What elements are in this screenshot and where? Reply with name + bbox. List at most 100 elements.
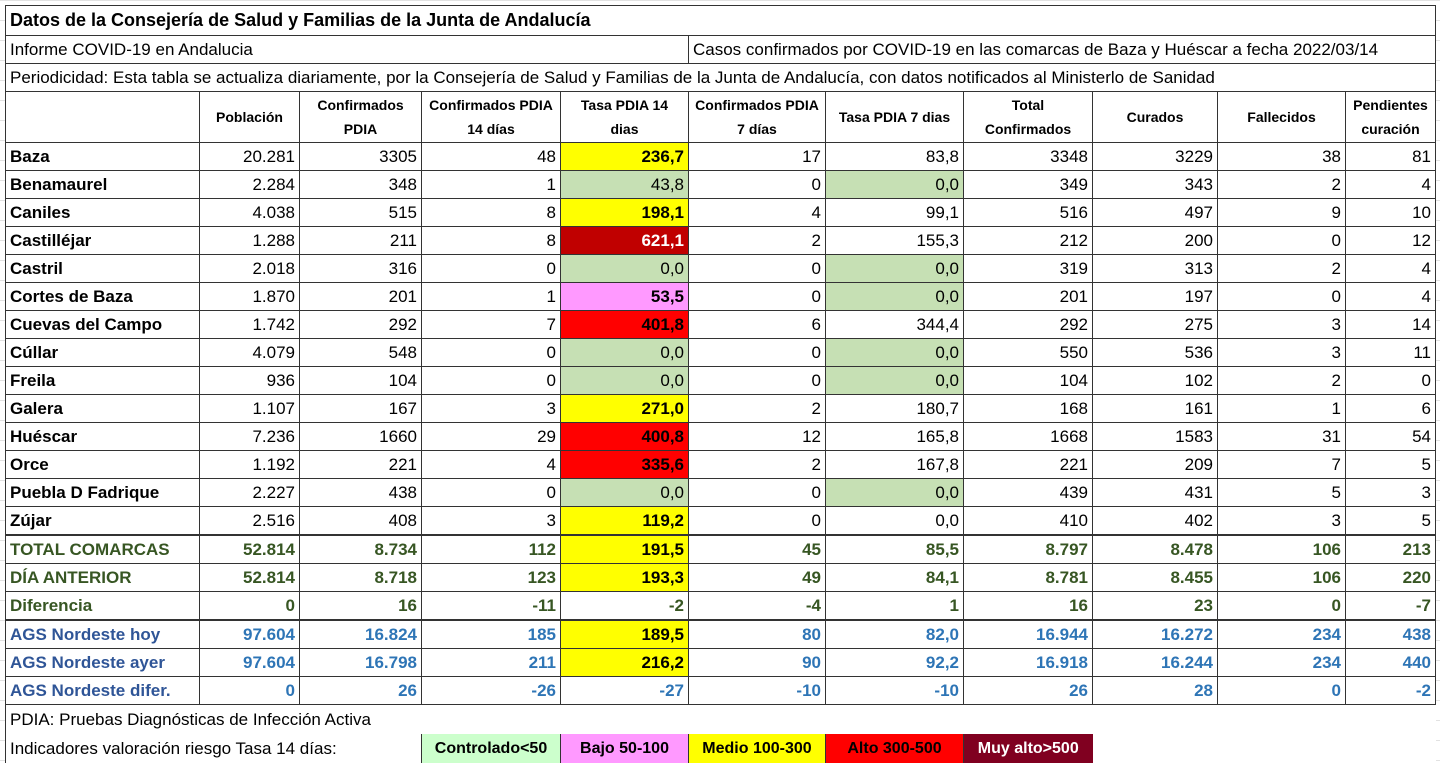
table-cell[interactable]: 438	[299, 478, 422, 507]
table-cell[interactable]: 14	[1345, 310, 1436, 339]
table-cell[interactable]: 516	[963, 198, 1093, 227]
table-cell[interactable]: 2.284	[199, 170, 300, 199]
table-cell[interactable]: 43,8	[560, 170, 689, 199]
municipality-name[interactable]: Baza	[5, 142, 200, 171]
table-cell[interactable]: 0,0	[825, 254, 964, 283]
table-cell[interactable]: 0	[421, 478, 561, 507]
table-cell[interactable]: 28	[1092, 676, 1218, 705]
table-cell[interactable]: 408	[299, 506, 422, 536]
table-cell[interactable]: 236,7	[560, 142, 689, 171]
table-cell[interactable]: 193,3	[560, 563, 689, 592]
table-cell[interactable]: 4	[1345, 282, 1436, 311]
table-cell[interactable]: 2	[1217, 366, 1346, 395]
table-cell[interactable]: 8.797	[963, 534, 1093, 564]
table-cell[interactable]: 4.079	[199, 338, 300, 367]
table-cell[interactable]: 0	[1345, 366, 1436, 395]
municipality-name[interactable]: Puebla D Fadrique	[5, 478, 200, 507]
table-cell[interactable]: 0	[421, 366, 561, 395]
municipality-name[interactable]: Galera	[5, 394, 200, 423]
table-cell[interactable]: 49	[688, 563, 826, 592]
row-label[interactable]: AGS Nordeste hoy	[5, 619, 200, 649]
table-cell[interactable]: 3229	[1092, 142, 1218, 171]
table-cell[interactable]: 167,8	[825, 450, 964, 479]
table-cell[interactable]: 0	[688, 282, 826, 311]
table-cell[interactable]: 2	[688, 394, 826, 423]
table-cell[interactable]: 220	[1345, 563, 1436, 592]
table-cell[interactable]: 201	[299, 282, 422, 311]
table-cell[interactable]: 11	[1345, 338, 1436, 367]
row-label[interactable]: DÍA ANTERIOR	[5, 563, 200, 592]
table-cell[interactable]: 0	[688, 366, 826, 395]
table-cell[interactable]: 123	[421, 563, 561, 592]
table-cell[interactable]: 54	[1345, 422, 1436, 451]
table-cell[interactable]: 3	[421, 394, 561, 423]
table-cell[interactable]: 5	[1345, 506, 1436, 536]
table-cell[interactable]: 168	[963, 394, 1093, 423]
table-cell[interactable]: 1.192	[199, 450, 300, 479]
municipality-name[interactable]: Huéscar	[5, 422, 200, 451]
table-cell[interactable]: 313	[1092, 254, 1218, 283]
table-cell[interactable]: 3	[1217, 338, 1346, 367]
table-cell[interactable]: 271,0	[560, 394, 689, 423]
table-cell[interactable]: 0	[688, 506, 826, 536]
table-cell[interactable]: 16.798	[299, 648, 422, 677]
table-cell[interactable]: 1	[421, 282, 561, 311]
table-cell[interactable]: 155,3	[825, 226, 964, 255]
row-label[interactable]: AGS Nordeste difer.	[5, 676, 200, 705]
table-cell[interactable]: 8	[421, 198, 561, 227]
table-cell[interactable]: 7.236	[199, 422, 300, 451]
table-cell[interactable]: 536	[1092, 338, 1218, 367]
table-cell[interactable]: 439	[963, 478, 1093, 507]
municipality-name[interactable]: Castilléjar	[5, 226, 200, 255]
table-cell[interactable]: 1	[421, 170, 561, 199]
table-cell[interactable]: 497	[1092, 198, 1218, 227]
table-cell[interactable]: 198,1	[560, 198, 689, 227]
table-cell[interactable]: 189,5	[560, 619, 689, 649]
table-cell[interactable]: 7	[1217, 450, 1346, 479]
table-cell[interactable]: 112	[421, 534, 561, 564]
table-cell[interactable]: 402	[1092, 506, 1218, 536]
table-cell[interactable]: 3	[1217, 506, 1346, 536]
table-cell[interactable]: 53,5	[560, 282, 689, 311]
table-cell[interactable]: 180,7	[825, 394, 964, 423]
table-cell[interactable]: 0,0	[560, 366, 689, 395]
table-cell[interactable]: 0	[688, 254, 826, 283]
table-cell[interactable]: 211	[299, 226, 422, 255]
table-cell[interactable]: 1.870	[199, 282, 300, 311]
table-cell[interactable]: 16.944	[963, 619, 1093, 649]
table-cell[interactable]: 234	[1217, 648, 1346, 677]
table-cell[interactable]: 344,4	[825, 310, 964, 339]
table-cell[interactable]: 2	[688, 226, 826, 255]
table-cell[interactable]: 0	[1217, 226, 1346, 255]
row-label[interactable]: TOTAL COMARCAS	[5, 534, 200, 564]
table-cell[interactable]: 550	[963, 338, 1093, 367]
table-cell[interactable]: 1.742	[199, 310, 300, 339]
table-cell[interactable]: 2	[1217, 170, 1346, 199]
table-cell[interactable]: 0	[421, 254, 561, 283]
table-cell[interactable]: 1	[1217, 394, 1346, 423]
table-cell[interactable]: 84,1	[825, 563, 964, 592]
table-cell[interactable]: 213	[1345, 534, 1436, 564]
table-cell[interactable]: 38	[1217, 142, 1346, 171]
municipality-name[interactable]: Freila	[5, 366, 200, 395]
table-cell[interactable]: -2	[1345, 676, 1436, 705]
table-cell[interactable]: 216,2	[560, 648, 689, 677]
table-cell[interactable]: 97.604	[199, 648, 300, 677]
table-cell[interactable]: 16.244	[1092, 648, 1218, 677]
table-cell[interactable]: 348	[299, 170, 422, 199]
table-cell[interactable]: 45	[688, 534, 826, 564]
table-cell[interactable]: -7	[1345, 591, 1436, 621]
table-cell[interactable]: 221	[299, 450, 422, 479]
table-cell[interactable]: -26	[421, 676, 561, 705]
table-cell[interactable]: 2.227	[199, 478, 300, 507]
table-cell[interactable]: 2.516	[199, 506, 300, 536]
municipality-name[interactable]: Cúllar	[5, 338, 200, 367]
table-cell[interactable]: 4	[421, 450, 561, 479]
table-cell[interactable]: 431	[1092, 478, 1218, 507]
table-cell[interactable]: 349	[963, 170, 1093, 199]
row-label[interactable]: AGS Nordeste ayer	[5, 648, 200, 677]
table-cell[interactable]: 104	[963, 366, 1093, 395]
table-cell[interactable]: -11	[421, 591, 561, 621]
table-cell[interactable]: 0	[199, 676, 300, 705]
table-cell[interactable]: 209	[1092, 450, 1218, 479]
